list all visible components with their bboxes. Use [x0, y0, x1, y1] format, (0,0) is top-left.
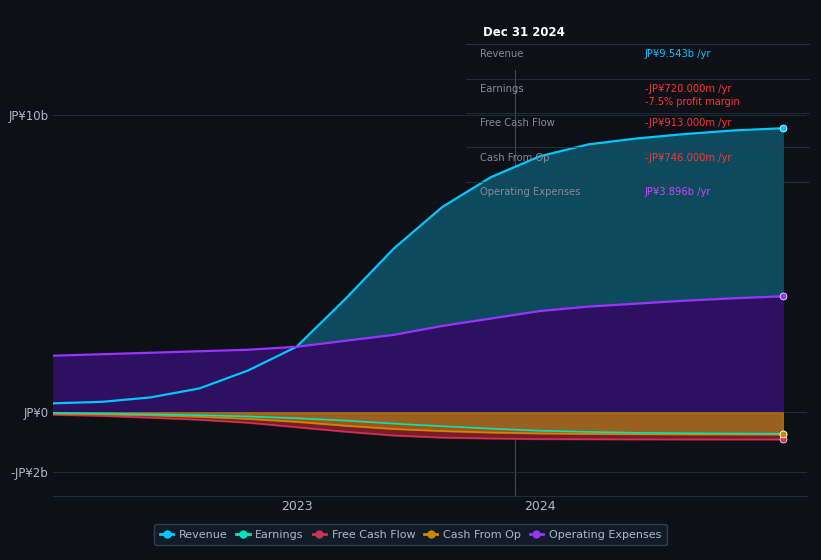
Text: JP¥3.896b /yr: JP¥3.896b /yr — [644, 187, 711, 197]
Text: Revenue: Revenue — [480, 49, 524, 59]
Legend: Revenue, Earnings, Free Cash Flow, Cash From Op, Operating Expenses: Revenue, Earnings, Free Cash Flow, Cash … — [154, 524, 667, 545]
Text: -7.5% profit margin: -7.5% profit margin — [644, 97, 740, 107]
Text: -JP¥913.000m /yr: -JP¥913.000m /yr — [644, 118, 732, 128]
Text: Dec 31 2024: Dec 31 2024 — [484, 26, 566, 39]
Text: Cash From Op: Cash From Op — [480, 153, 549, 163]
Text: Free Cash Flow: Free Cash Flow — [480, 118, 555, 128]
Text: Earnings: Earnings — [480, 84, 524, 94]
Text: -JP¥746.000m /yr: -JP¥746.000m /yr — [644, 153, 732, 163]
Text: -JP¥720.000m /yr: -JP¥720.000m /yr — [644, 84, 732, 94]
Text: Operating Expenses: Operating Expenses — [480, 187, 580, 197]
Text: JP¥9.543b /yr: JP¥9.543b /yr — [644, 49, 711, 59]
